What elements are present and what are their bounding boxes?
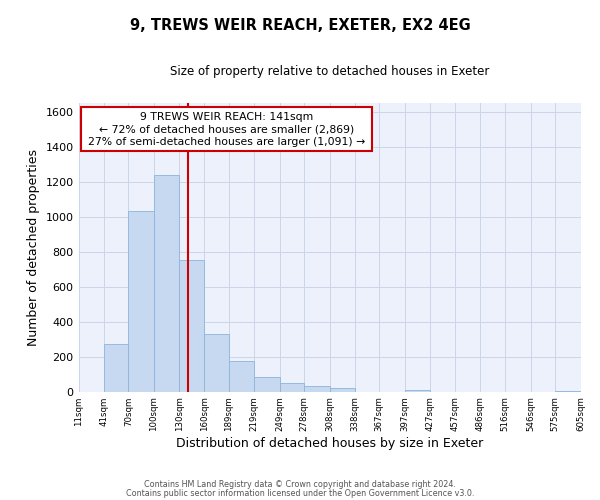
- Text: 27% of semi-detached houses are larger (1,091) →: 27% of semi-detached houses are larger (…: [88, 137, 365, 147]
- Text: 9, TREWS WEIR REACH, EXETER, EX2 4EG: 9, TREWS WEIR REACH, EXETER, EX2 4EG: [130, 18, 470, 32]
- Bar: [104, 344, 128, 392]
- Bar: [405, 390, 430, 392]
- Text: ← 72% of detached houses are smaller (2,869): ← 72% of detached houses are smaller (2,…: [99, 125, 354, 135]
- Bar: [154, 176, 179, 392]
- Text: Contains public sector information licensed under the Open Government Licence v3: Contains public sector information licen…: [126, 488, 474, 498]
- Bar: [304, 386, 329, 392]
- Text: Contains HM Land Registry data © Crown copyright and database right 2024.: Contains HM Land Registry data © Crown c…: [144, 480, 456, 489]
- Bar: [128, 212, 154, 392]
- Bar: [555, 391, 581, 392]
- FancyBboxPatch shape: [81, 107, 372, 151]
- Bar: [205, 334, 229, 392]
- Bar: [229, 361, 254, 392]
- Bar: [179, 260, 205, 392]
- Y-axis label: Number of detached properties: Number of detached properties: [27, 148, 40, 346]
- Bar: [280, 383, 304, 392]
- Title: Size of property relative to detached houses in Exeter: Size of property relative to detached ho…: [170, 65, 489, 78]
- Bar: [254, 377, 280, 392]
- Text: 9 TREWS WEIR REACH: 141sqm: 9 TREWS WEIR REACH: 141sqm: [140, 112, 313, 122]
- Bar: [329, 388, 355, 392]
- X-axis label: Distribution of detached houses by size in Exeter: Distribution of detached houses by size …: [176, 437, 483, 450]
